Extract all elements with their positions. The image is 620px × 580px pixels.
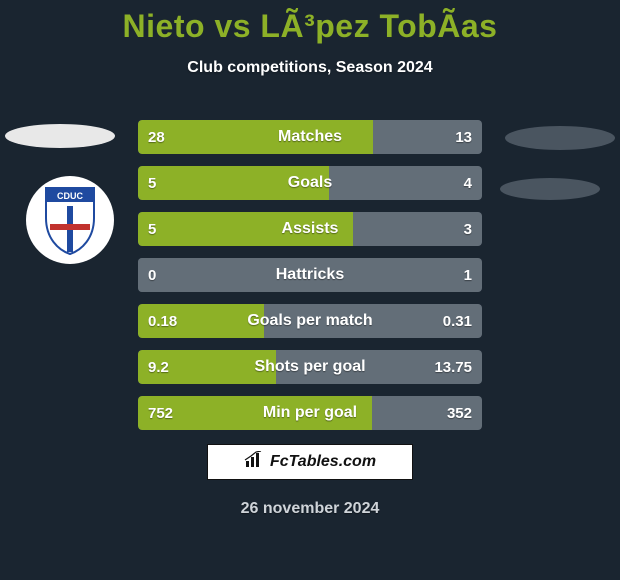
chart-icon [244,451,264,474]
page-title: Nieto vs LÃ³pez TobÃ­as [0,0,620,45]
subtitle: Club competitions, Season 2024 [0,59,620,77]
source-logo: FcTables.com [207,444,413,480]
player-right-placeholder-1 [505,126,615,150]
stat-label: Hattricks [138,258,482,292]
stat-row: 0.180.31Goals per match [138,304,482,338]
comparison-card: Nieto vs LÃ³pez TobÃ­as Club competition… [0,0,620,580]
stat-label: Matches [138,120,482,154]
source-logo-text: FcTables.com [270,453,376,471]
stat-label: Min per goal [138,396,482,430]
svg-text:CDUC: CDUC [57,191,83,201]
club-crest-left: CDUC [26,176,114,264]
stat-label: Goals [138,166,482,200]
stat-row: 54Goals [138,166,482,200]
stat-row: 752352Min per goal [138,396,482,430]
shield-icon: CDUC [42,184,98,256]
player-left-placeholder-1 [5,124,115,148]
stat-label: Shots per goal [138,350,482,384]
stats-area: 2813Matches 54Goals 53Assists 01Hattricks 0.… [138,120,482,442]
stat-label: Assists [138,212,482,246]
player-right-placeholder-2 [500,178,600,200]
stat-row: 01Hattricks [138,258,482,292]
stat-row: 9.213.75Shots per goal [138,350,482,384]
stat-label: Goals per match [138,304,482,338]
date-text: 26 november 2024 [0,500,620,518]
stat-row: 53Assists [138,212,482,246]
stat-row: 2813Matches [138,120,482,154]
